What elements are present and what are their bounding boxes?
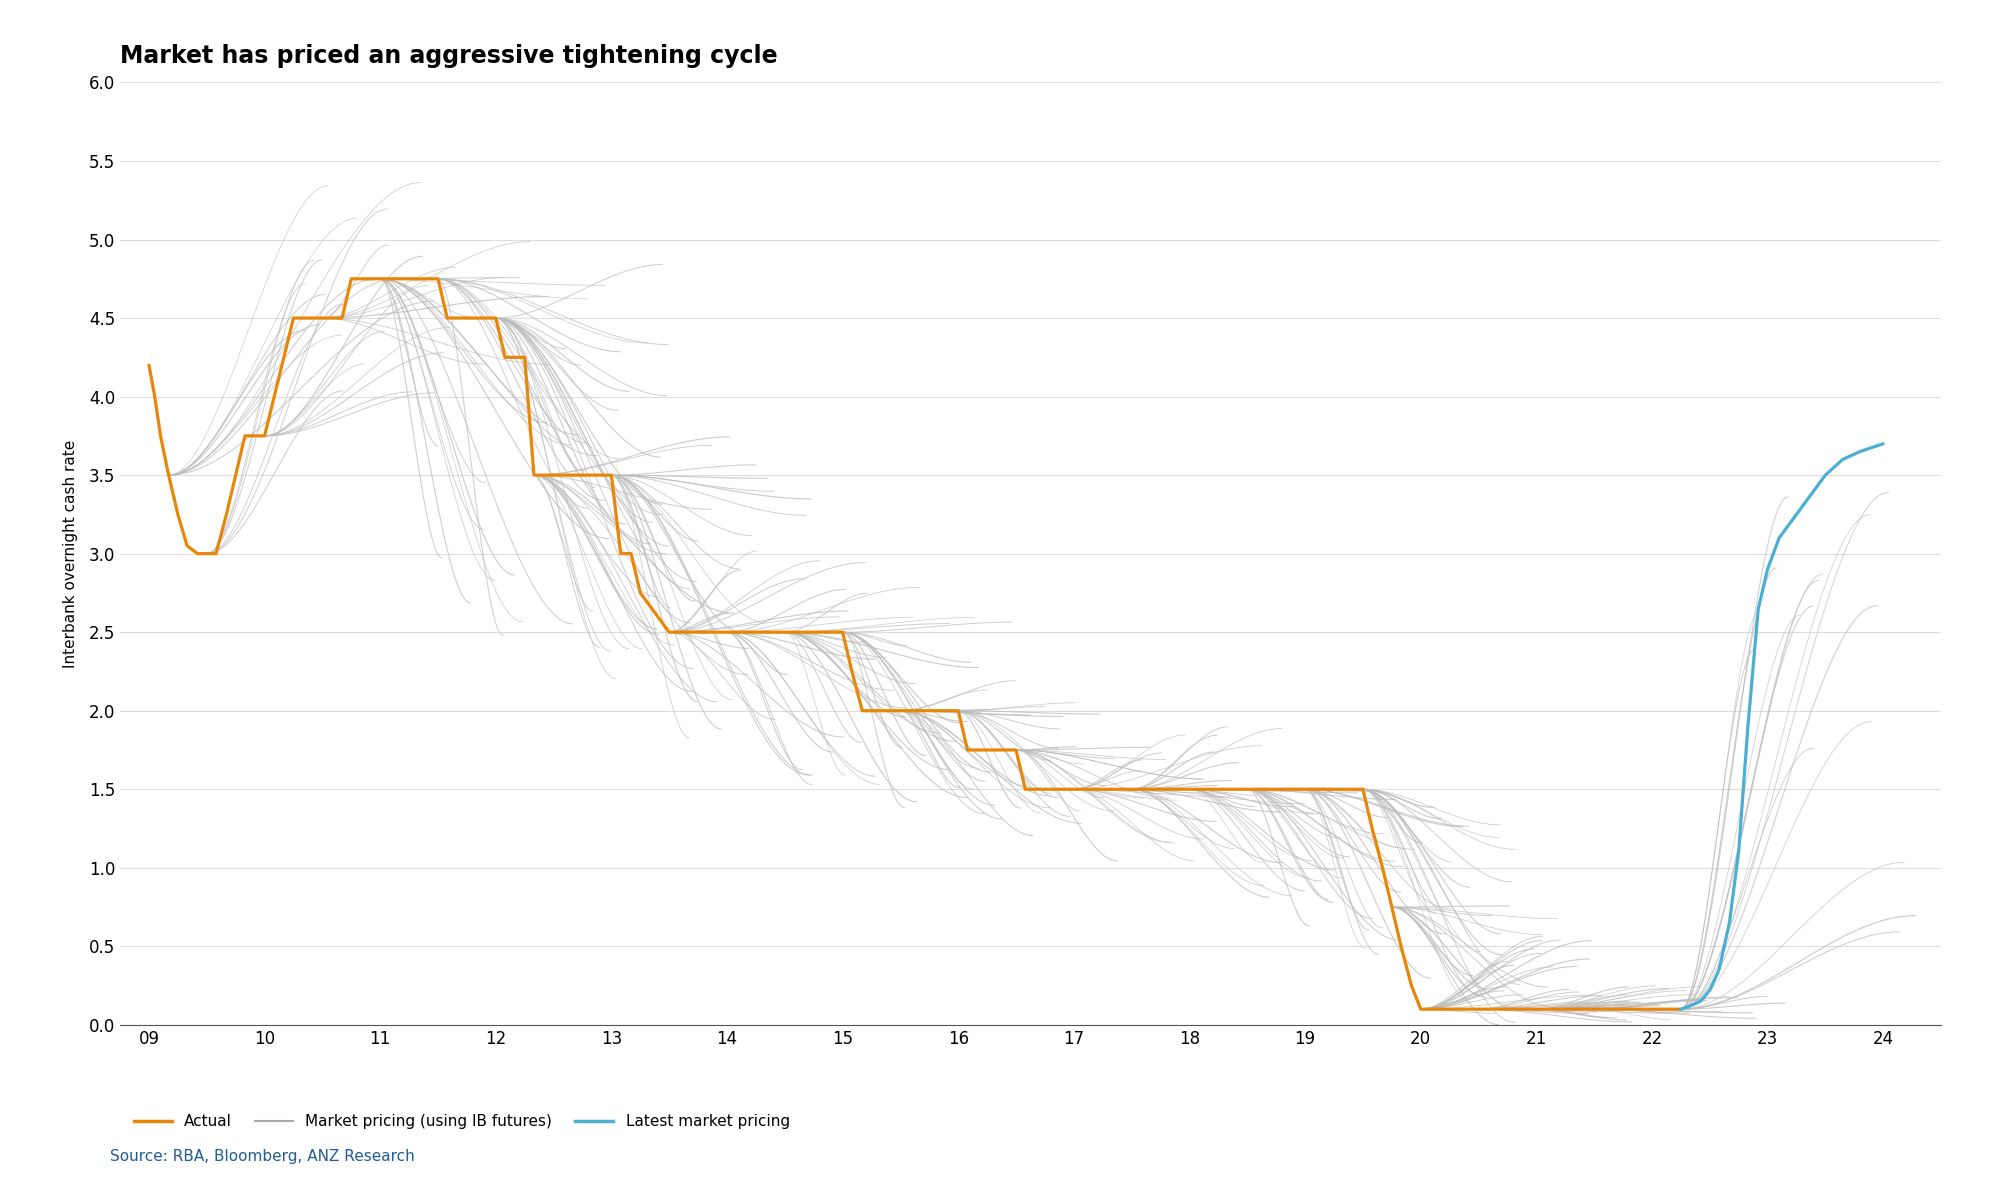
- Y-axis label: Interbank overnight cash rate: Interbank overnight cash rate: [62, 439, 78, 668]
- Legend: Actual, Market pricing (using IB futures), Latest market pricing: Actual, Market pricing (using IB futures…: [128, 1107, 796, 1136]
- Text: Market has priced an aggressive tightening cycle: Market has priced an aggressive tighteni…: [120, 44, 778, 68]
- Text: Source: RBA, Bloomberg, ANZ Research: Source: RBA, Bloomberg, ANZ Research: [110, 1149, 414, 1164]
